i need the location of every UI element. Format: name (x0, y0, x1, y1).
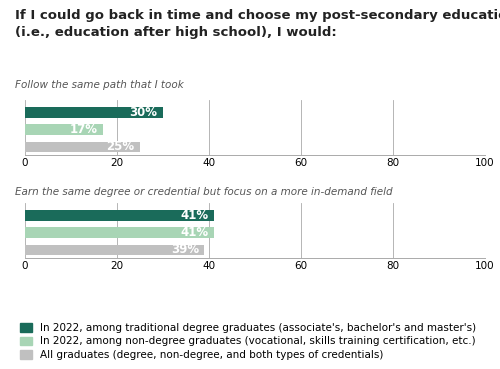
Text: If I could go back in time and choose my post-secondary education path: If I could go back in time and choose my… (15, 9, 500, 22)
Bar (25, 245, 204, 255)
Text: Follow the same path that I took: Follow the same path that I took (15, 80, 184, 90)
Bar (25, 227, 214, 238)
Text: Earn the same degree or credential but focus on a more in-demand field: Earn the same degree or credential but f… (15, 187, 392, 197)
Text: 41%: 41% (180, 209, 208, 222)
Text: (i.e., education after high school), I would:: (i.e., education after high school), I w… (15, 26, 337, 39)
Legend: In 2022, among traditional degree graduates (associate's, bachelor's and master': In 2022, among traditional degree gradua… (20, 323, 476, 360)
Text: 25%: 25% (106, 140, 134, 153)
Bar (25, 124, 103, 135)
Bar (25, 142, 140, 152)
Text: 30%: 30% (130, 106, 158, 119)
Bar (25, 107, 163, 118)
Text: 17%: 17% (70, 123, 98, 136)
Bar (25, 210, 214, 221)
Text: 41%: 41% (180, 226, 208, 239)
Text: 39%: 39% (171, 243, 199, 256)
